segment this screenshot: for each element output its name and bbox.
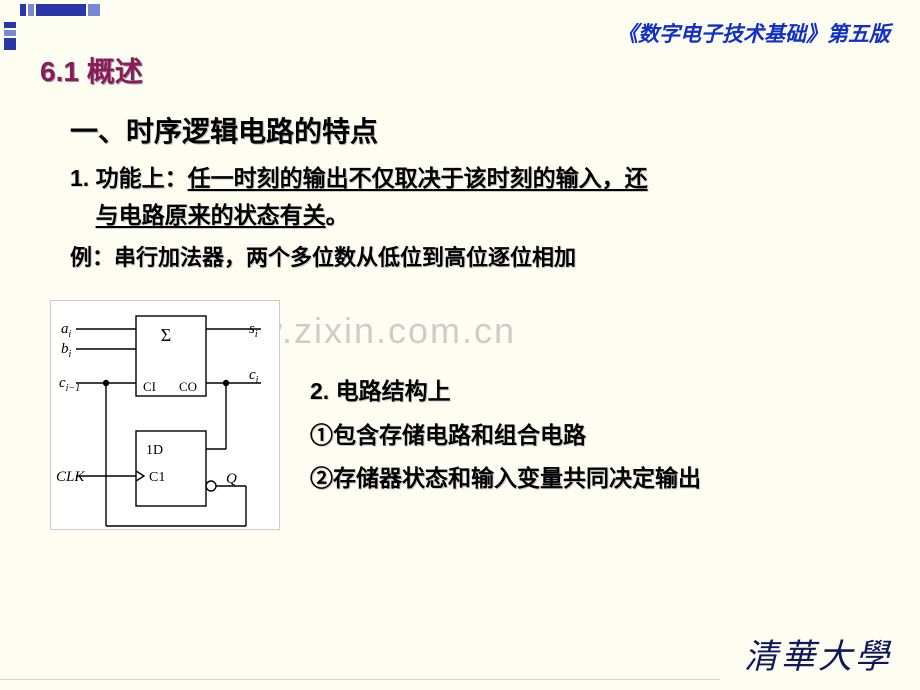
svg-text:1D: 1D — [146, 443, 163, 458]
point-2-block: 2. 电路结构上 ①包含存储电路和组合电路 ②存储器状态和输入变量共同决定输出 — [310, 370, 701, 501]
svg-text:Σ: Σ — [161, 325, 171, 345]
svg-text:CLK: CLK — [56, 469, 85, 485]
point1-num: 1. — [70, 165, 89, 191]
point2-title: 2. 电路结构上 — [310, 370, 701, 414]
svg-text:C1: C1 — [149, 470, 165, 485]
point2-a: ①包含存储电路和组合电路 — [310, 414, 701, 458]
example-text: 串行加法器，两个多位数从低位到高位逐位相加 — [114, 245, 576, 270]
point1-u2: 与电路原来的状态有关 — [96, 202, 326, 228]
svg-text:si: si — [249, 321, 258, 340]
point1-lead: 功能上： — [96, 165, 188, 191]
book-title: 《数字电子技术基础》第五版 — [617, 18, 890, 48]
svg-text:Q: Q — [226, 471, 237, 487]
example-lead: 例： — [70, 245, 114, 270]
example-line: 例：串行加法器，两个多位数从低位到高位逐位相加 — [70, 240, 890, 272]
university-logo: 清華大學 — [744, 629, 892, 678]
svg-text:bi: bi — [61, 341, 72, 360]
point1-u1: 任一时刻的输出不仅取决于该时刻的输入，还 — [188, 165, 648, 191]
circuit-diagram: ai bi ci−1 si ci CLK Σ CI CO 1D C1 Q — [50, 300, 280, 530]
point1-tail: 。 — [326, 202, 349, 228]
svg-text:ci−1: ci−1 — [59, 375, 80, 394]
footer-divider — [0, 679, 720, 680]
sub1-label: 一、 — [70, 116, 126, 147]
subsection-1: 一、时序逻辑电路的特点 — [70, 110, 890, 150]
corner-decoration — [0, 0, 100, 50]
svg-text:ai: ai — [61, 321, 72, 340]
section-title: 6.1 概述 — [40, 50, 890, 90]
sub1-title: 时序逻辑电路的特点 — [126, 116, 378, 147]
point2-b: ②存储器状态和输入变量共同决定输出 — [310, 457, 701, 501]
slide-content: 6.1 概述 一、时序逻辑电路的特点 1. 功能上：任一时刻的输出不仅取决于该时… — [40, 50, 890, 292]
svg-text:CO: CO — [179, 379, 197, 394]
svg-text:CI: CI — [143, 379, 156, 394]
point-1: 1. 功能上：任一时刻的输出不仅取决于该时刻的输入，还 1. 与电路原来的状态有… — [70, 160, 890, 234]
